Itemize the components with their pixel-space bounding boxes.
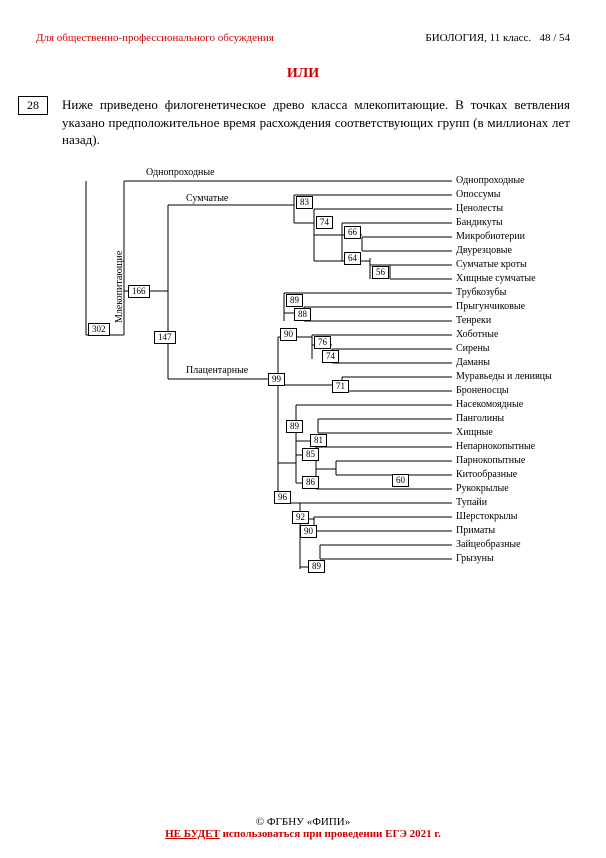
taxon-label: Парнокопытные — [456, 455, 525, 466]
node-90a: 90 — [280, 328, 297, 341]
node-89c: 89 — [308, 560, 325, 573]
taxon-label: Тенреки — [456, 315, 491, 326]
node-56: 56 — [372, 266, 389, 279]
taxon-label: Опоссумы — [456, 189, 500, 200]
taxon-label: Рукокрылые — [456, 483, 509, 494]
node-86: 86 — [302, 476, 319, 489]
node-88: 88 — [294, 308, 311, 321]
taxon-label: Непарнокопытные — [456, 441, 535, 452]
node-89a: 89 — [286, 294, 303, 307]
taxon-label: Панголины — [456, 413, 504, 424]
taxon-label: Насекомоядные — [456, 399, 523, 410]
taxon-label: Хоботные — [456, 329, 498, 340]
node-71: 71 — [332, 380, 349, 393]
node-92: 92 — [292, 511, 309, 524]
node-81: 81 — [310, 434, 327, 447]
node-74: 74 — [316, 216, 333, 229]
taxon-label: Броненосцы — [456, 385, 509, 396]
node-66: 66 — [344, 226, 361, 239]
footer: © ФГБНУ «ФИПИ» НЕ БУДЕТ использоваться п… — [0, 816, 606, 840]
y-axis-label: Млекопитающие — [114, 250, 125, 322]
node-147: 147 — [154, 331, 176, 344]
taxon-label: Приматы — [456, 525, 495, 536]
node-166: 166 — [128, 285, 150, 298]
taxon-label: Грызуны — [456, 553, 494, 564]
taxon-label: Хищные — [456, 427, 493, 438]
taxon-label: Хищные сумчатые — [456, 273, 536, 284]
taxon-label: Бандикуты — [456, 217, 503, 228]
node-60: 60 — [392, 474, 409, 487]
taxon-label: Двурезцовые — [456, 245, 512, 256]
footer-warning: НЕ БУДЕТ использоваться при проведении Е… — [0, 828, 606, 840]
taxon-label: Даманы — [456, 357, 490, 368]
task-block: 28 Ниже приведено филогенетическое древо… — [36, 96, 570, 149]
node-96: 96 — [274, 491, 291, 504]
taxon-label: Однопроходные — [456, 175, 525, 186]
node-83: 83 — [296, 196, 313, 209]
page-header: Для общественно-профессионального обсужд… — [36, 32, 570, 44]
or-label: ИЛИ — [36, 66, 570, 82]
taxon-label: Зайцеобразные — [456, 539, 521, 550]
node-76: 76 — [314, 336, 331, 349]
taxon-label: Сумчатые кроты — [456, 259, 527, 270]
taxon-label: Тупайи — [456, 497, 487, 508]
node-302: 302 — [88, 323, 110, 336]
footer-copyright: © ФГБНУ «ФИПИ» — [0, 816, 606, 828]
node-90b: 90 — [300, 525, 317, 538]
phylo-tree: Млекопитающие Однопроходные Сумчатые Пла… — [56, 163, 556, 593]
top-label-sumch: Сумчатые — [186, 193, 228, 204]
taxon-label: Шерстокрылы — [456, 511, 518, 522]
task-number: 28 — [18, 96, 48, 115]
top-label-plac: Плацентарные — [186, 365, 248, 376]
taxon-label: Ценолесты — [456, 203, 503, 214]
node-64: 64 — [344, 252, 361, 265]
taxon-label: Китообразные — [456, 469, 517, 480]
node-85: 85 — [302, 448, 319, 461]
taxon-label: Муравьеды и ленивцы — [456, 371, 552, 382]
task-text: Ниже приведено филогенетическое древо кл… — [62, 96, 570, 149]
node-89b: 89 — [286, 420, 303, 433]
header-right: БИОЛОГИЯ, 11 класс. 48 / 54 — [425, 32, 570, 44]
node-99: 99 — [268, 373, 285, 386]
taxon-label: Прыгунчиковые — [456, 301, 525, 312]
top-label-mono: Однопроходные — [146, 167, 215, 178]
taxon-label: Трубкозубы — [456, 287, 506, 298]
header-left: Для общественно-профессионального обсужд… — [36, 32, 274, 44]
taxon-label: Сирены — [456, 343, 490, 354]
node-74b: 74 — [322, 350, 339, 363]
taxon-label: Микробиотерии — [456, 231, 525, 242]
